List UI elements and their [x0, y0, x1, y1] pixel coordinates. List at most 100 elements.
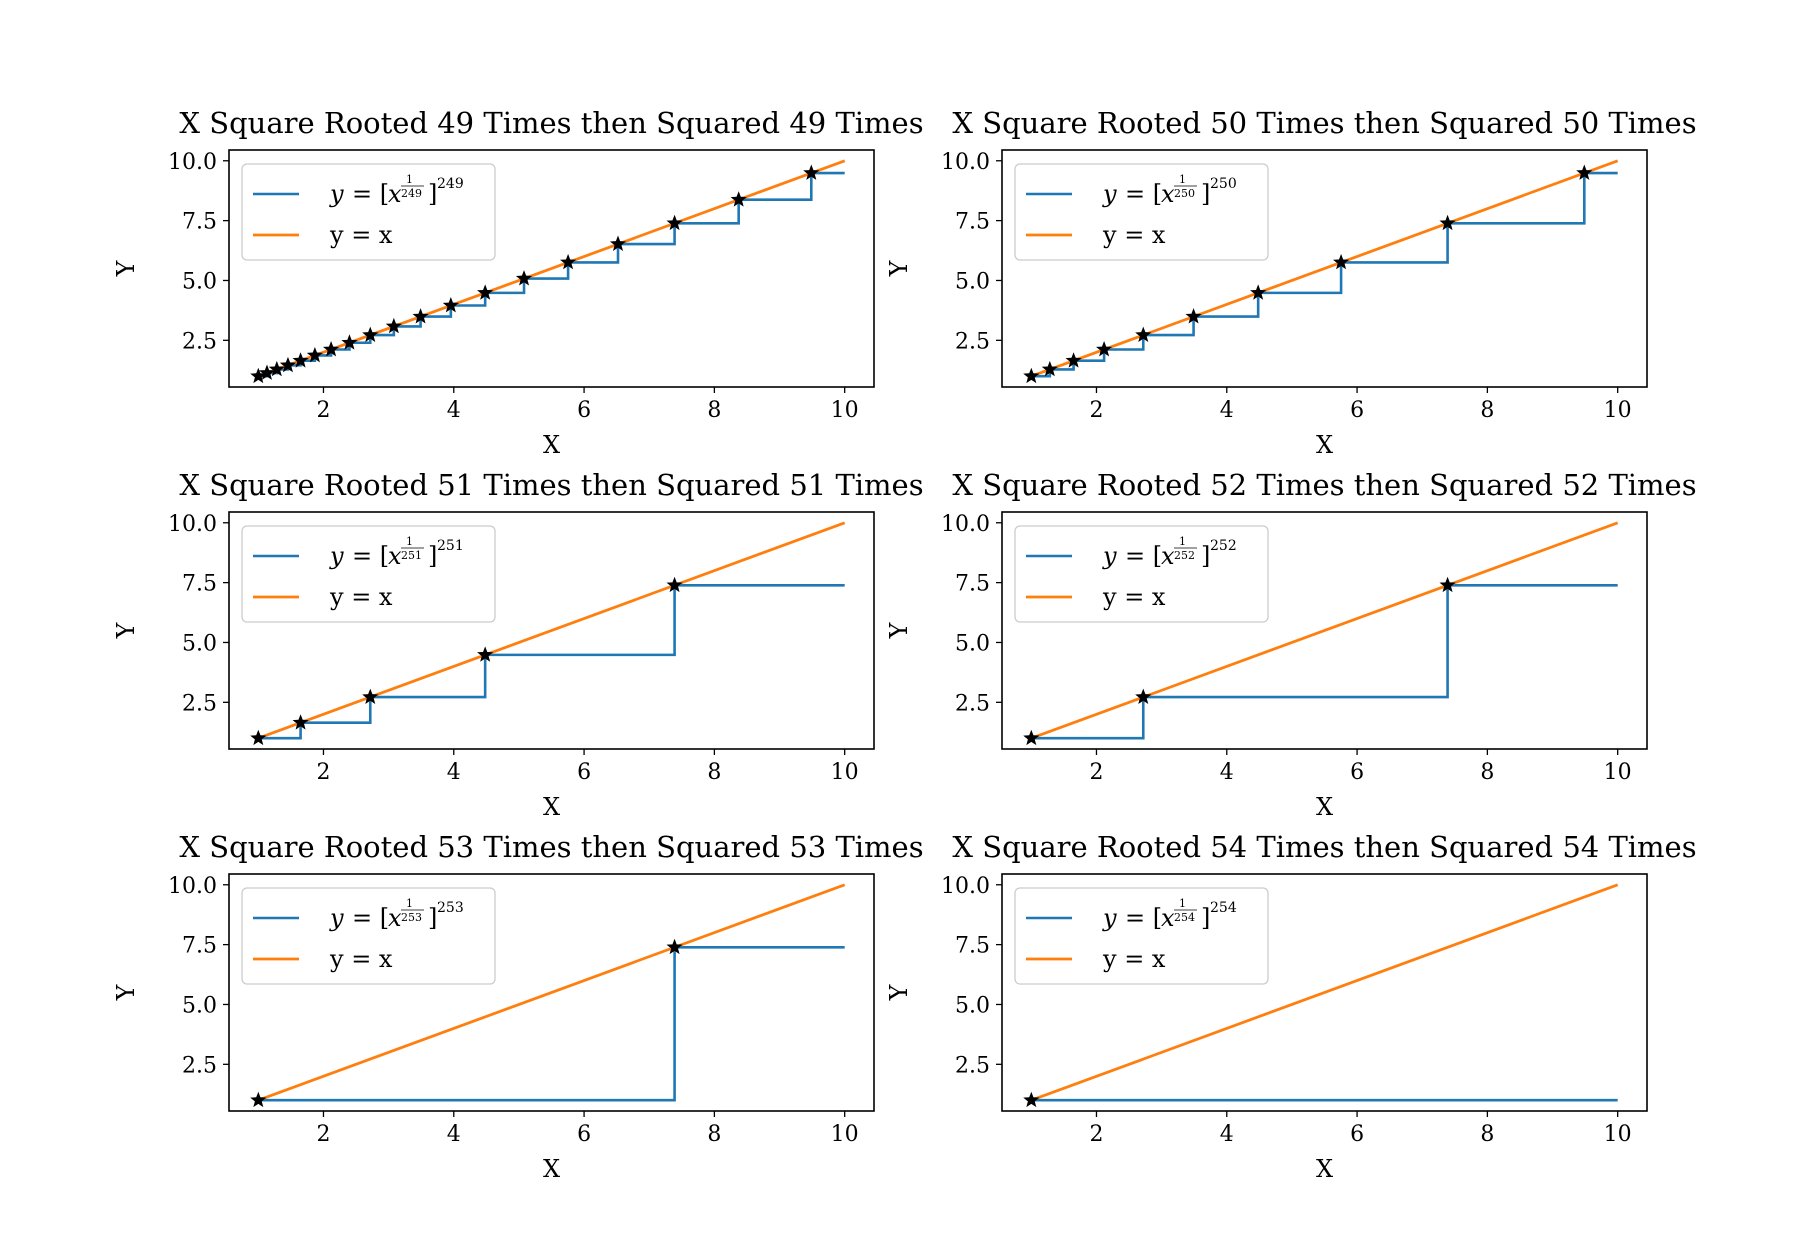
legend-label-y: y	[329, 180, 344, 208]
legend-outer-exponent: 251	[437, 538, 464, 554]
star-marker	[279, 356, 297, 373]
star-marker	[1041, 360, 1058, 377]
legend-box	[1014, 163, 1269, 261]
legend-frac-numerator: 1	[406, 535, 413, 548]
subplot-6: X Square Rooted 54 Times then Squared 54…	[885, 830, 1697, 1183]
star-marker	[306, 346, 323, 363]
axes-frame	[228, 149, 875, 388]
axes-frame	[228, 511, 875, 750]
star-marker	[609, 235, 627, 251]
y-tick-label: 7.5	[955, 934, 990, 959]
star-marker	[666, 576, 683, 593]
legend-label-y: y	[329, 542, 344, 570]
star-marker	[258, 364, 276, 380]
star-marker	[666, 214, 683, 231]
legend-label-bracket: ]	[1201, 904, 1210, 932]
y-tick-label: 10.0	[168, 874, 217, 899]
x-tick-label: 4	[447, 760, 461, 785]
legend-outer-exponent: 254	[1210, 900, 1237, 916]
x-tick-label: 2	[316, 398, 330, 423]
legend-entry-identity: y = x	[253, 945, 393, 973]
x-axis-label: X	[1316, 1155, 1333, 1183]
x-tick-label: 2	[1089, 398, 1103, 423]
step-series-line	[258, 945, 845, 1102]
x-tick-label: 8	[707, 398, 721, 423]
subplot-2: X Square Rooted 50 Times then Squared 50…	[885, 106, 1697, 459]
y-tick-label: 5.0	[182, 631, 217, 656]
x-tick-label: 10	[1604, 398, 1632, 423]
x-tick-label: 6	[1350, 1122, 1364, 1147]
y-axis-label: Y	[885, 259, 913, 277]
legend-label-x: x	[388, 542, 402, 570]
subplot-title: X Square Rooted 50 Times then Squared 50…	[952, 106, 1696, 140]
legend-label-eq: = [	[1125, 904, 1162, 932]
legend-frac-numerator: 1	[1179, 897, 1186, 910]
star-marker	[1096, 340, 1113, 357]
legend-frac-denominator: 249	[401, 187, 422, 200]
x-tick-label: 2	[1089, 760, 1103, 785]
legend-frac-numerator: 1	[406, 897, 413, 910]
x-axis-label: X	[1316, 431, 1333, 459]
legend-outer-exponent: 250	[1210, 176, 1237, 192]
legend-label-eq: = [	[352, 180, 389, 208]
x-tick-label: 10	[1604, 1122, 1632, 1147]
legend-frac-denominator: 251	[401, 549, 422, 562]
y-tick-label: 10.0	[941, 150, 990, 175]
star-marker	[730, 191, 747, 207]
y-tick-label: 5.0	[182, 993, 217, 1018]
x-tick-label: 6	[1350, 760, 1364, 785]
legend-box	[241, 525, 496, 623]
legend-label-bracket: ]	[1201, 180, 1210, 208]
y-tick-label: 2.5	[182, 1053, 217, 1078]
x-tick-label: 8	[707, 1122, 721, 1147]
legend-frac-denominator: 250	[1174, 187, 1195, 200]
star-marker	[560, 253, 577, 270]
y-tick-label: 10.0	[941, 512, 990, 537]
y-axis-label: Y	[112, 983, 140, 1001]
star-marker	[250, 1091, 267, 1108]
x-tick-label: 10	[831, 398, 859, 423]
legend-label-y: y	[1102, 542, 1117, 570]
legend-label: y = x	[1102, 221, 1166, 249]
identity-series-line	[257, 883, 846, 1102]
star-marker	[442, 296, 459, 313]
star-marker	[1135, 688, 1152, 704]
x-tick-label: 10	[831, 1122, 859, 1147]
subplot-1: X Square Rooted 49 Times then Squared 49…	[112, 106, 924, 459]
x-tick-label: 6	[577, 1122, 591, 1147]
star-marker	[412, 308, 429, 324]
star-marker	[1023, 1091, 1040, 1108]
x-tick-label: 8	[1480, 760, 1494, 785]
y-tick-label: 5.0	[182, 269, 217, 294]
plot-area	[1030, 521, 1619, 740]
legend-label: y = x	[329, 945, 393, 973]
y-tick-label: 7.5	[955, 210, 990, 235]
y-tick-label: 10.0	[168, 150, 217, 175]
y-tick-label: 5.0	[955, 993, 990, 1018]
x-axis-label: X	[543, 793, 560, 821]
legend-box	[1014, 525, 1269, 623]
legend-label-bracket: ]	[1201, 542, 1210, 570]
star-marker	[1065, 352, 1082, 368]
identity-series-line	[257, 521, 846, 740]
x-tick-label: 6	[577, 398, 591, 423]
y-tick-label: 2.5	[955, 329, 990, 354]
step-series-line	[1031, 171, 1618, 378]
plot-area	[257, 521, 846, 740]
legend-label: y = x	[1102, 945, 1166, 973]
x-tick-label: 4	[1220, 760, 1234, 785]
y-tick-label: 10.0	[168, 512, 217, 537]
legend-label-bracket: ]	[428, 180, 437, 208]
legend-frac-denominator: 254	[1174, 911, 1195, 924]
subplot-title: X Square Rooted 53 Times then Squared 53…	[179, 830, 923, 864]
subplot-5: X Square Rooted 53 Times then Squared 53…	[112, 830, 924, 1183]
axes-frame	[228, 873, 875, 1112]
